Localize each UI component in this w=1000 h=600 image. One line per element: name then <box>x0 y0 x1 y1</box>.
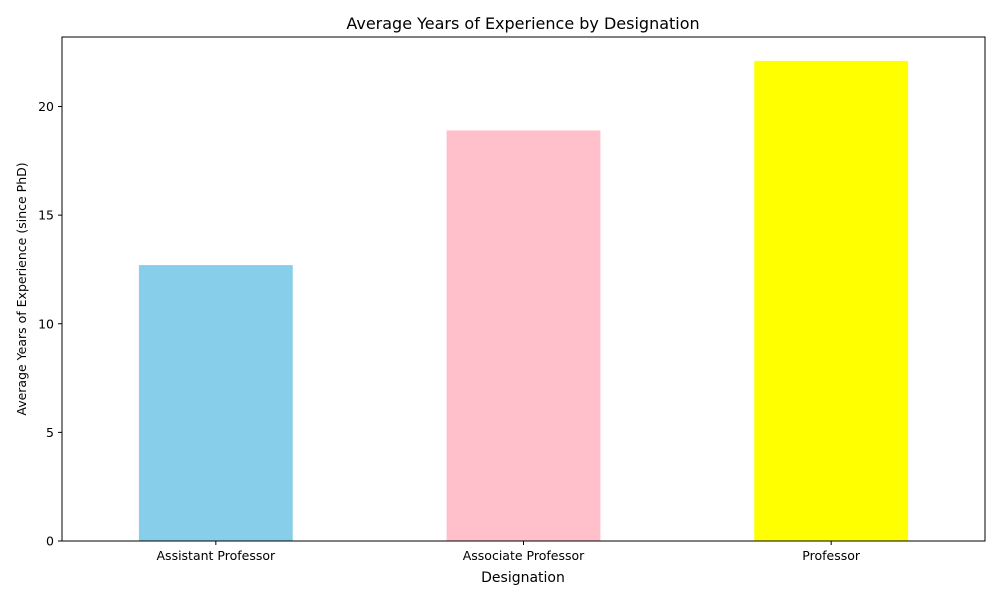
x-tick-label: Professor <box>802 548 861 563</box>
bars-group <box>138 60 909 542</box>
y-tick-label: 0 <box>46 534 54 549</box>
x-axis-ticks: Assistant Professor Associate Professor Pr… <box>157 541 861 563</box>
bar-assistant-professor <box>138 265 293 541</box>
chart-title: Average Years of Experience by Designati… <box>346 14 699 33</box>
y-axis-ticks: 0 5 10 15 20 <box>38 99 62 549</box>
y-tick-label: 15 <box>38 208 54 223</box>
x-axis-label: Designation <box>481 570 565 586</box>
y-axis-label: Average Years of Experience (since PhD) <box>14 162 29 415</box>
y-tick-label: 5 <box>46 425 54 440</box>
bar-associate-professor <box>446 130 601 541</box>
y-tick-label: 20 <box>38 99 54 114</box>
x-tick-label: Associate Professor <box>463 548 585 563</box>
y-tick-label: 10 <box>38 316 54 331</box>
bar-professor <box>754 60 909 542</box>
x-tick-label: Assistant Professor <box>157 548 277 563</box>
